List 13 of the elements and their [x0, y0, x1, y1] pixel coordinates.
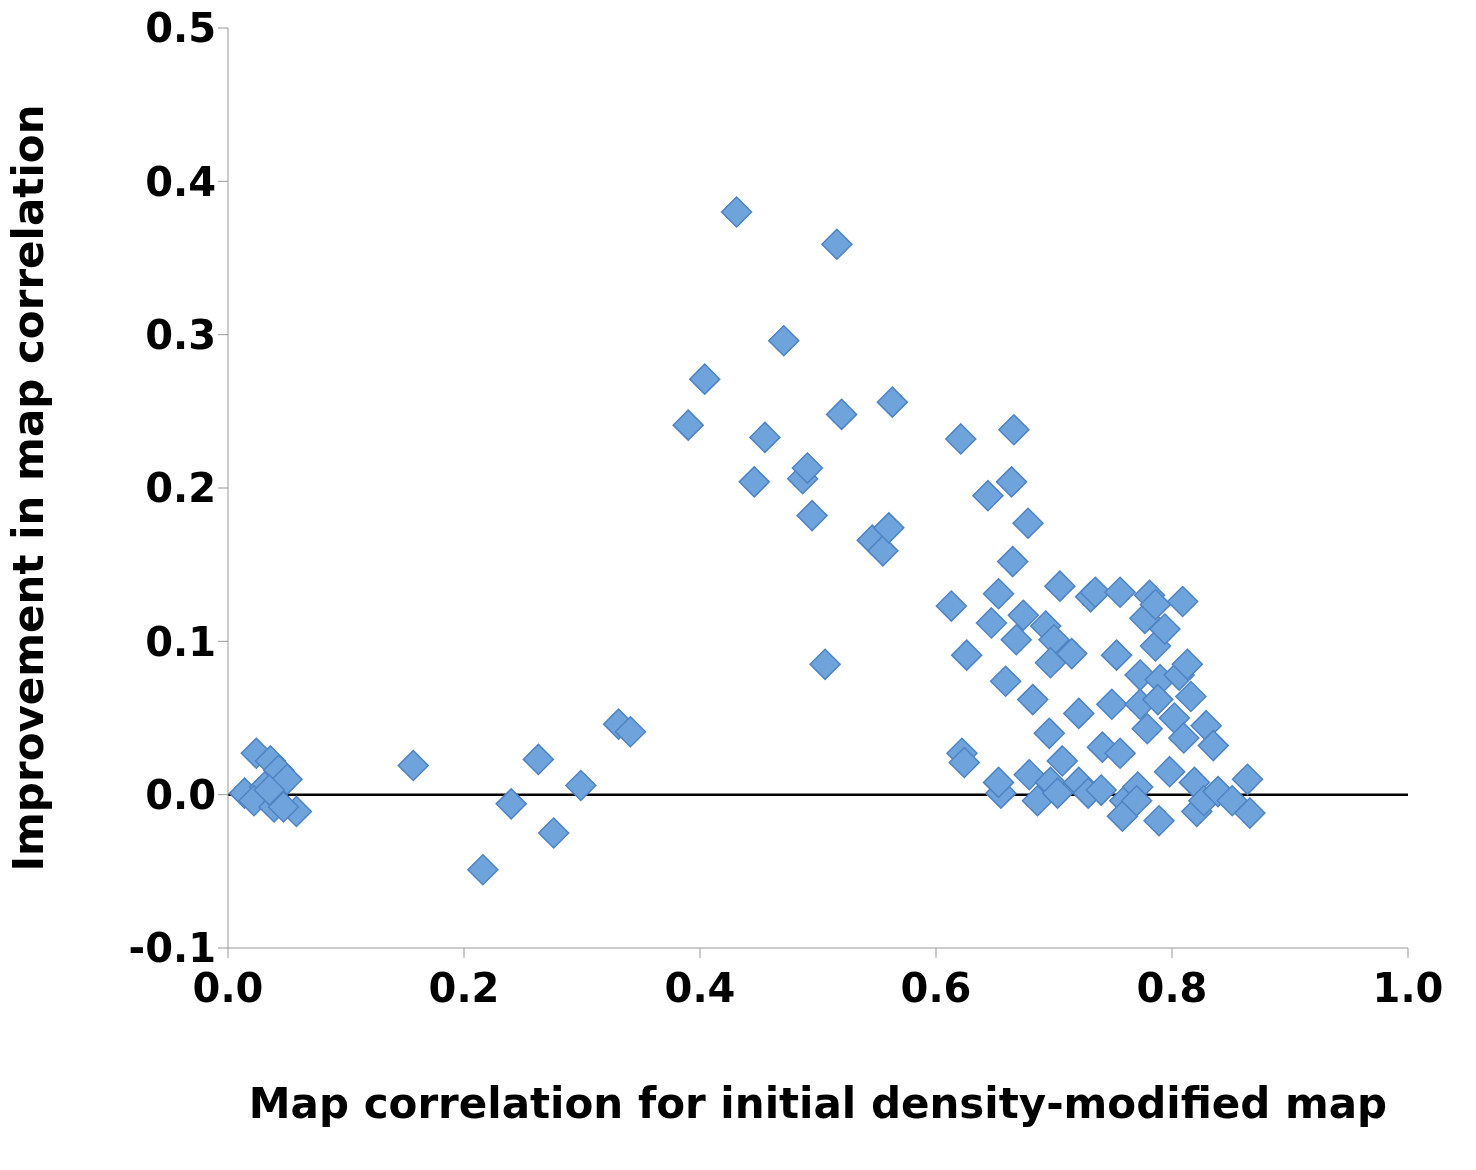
x-tick-label: 1.0 [1372, 965, 1444, 1012]
x-tick-label: 0.6 [900, 965, 972, 1012]
x-tick-label: 0.8 [1136, 965, 1208, 1012]
y-tick-label: 0.0 [145, 771, 216, 818]
x-tick-label: 0.4 [664, 965, 736, 1012]
y-tick-label: 0.4 [145, 158, 216, 205]
y-tick-label: 0.3 [145, 311, 216, 358]
y-tick-label: 0.2 [145, 465, 216, 512]
y-axis-title: Improvement in map correlation [3, 104, 53, 872]
x-axis-title: Map correlation for initial density-modified map [248, 1079, 1388, 1128]
x-tick-label: 0.2 [428, 965, 500, 1012]
y-tick-label: 0.1 [145, 618, 216, 665]
y-tick-label: 0.5 [145, 5, 216, 52]
